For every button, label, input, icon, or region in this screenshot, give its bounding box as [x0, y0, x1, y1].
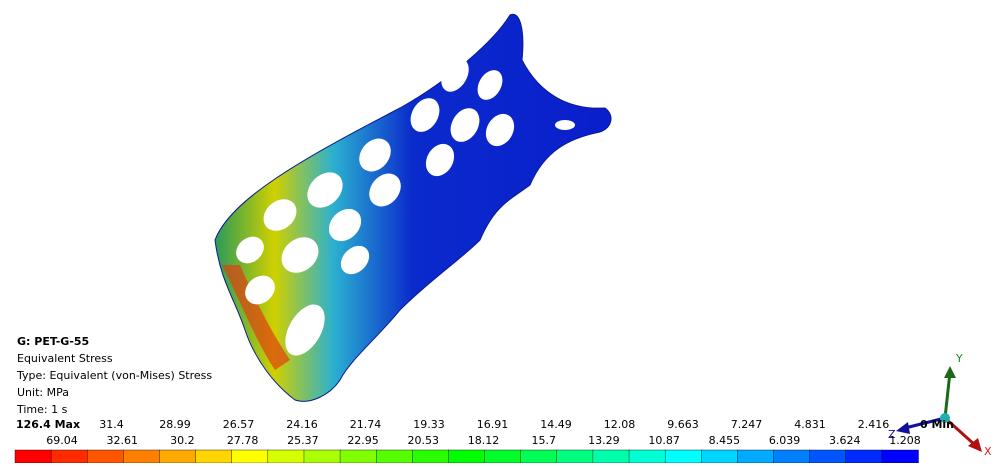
color-band — [87, 450, 124, 463]
color-band — [340, 450, 377, 463]
legend-label: 27.78 — [227, 434, 259, 447]
legend-label: 19.33 — [413, 418, 445, 431]
color-band — [557, 450, 594, 463]
color-band — [737, 450, 774, 463]
info-line: Time: 1 s — [16, 403, 68, 416]
legend-label: 2.416 — [858, 418, 890, 431]
legend-label: 13.29 — [588, 434, 620, 447]
axis-label: Y — [955, 352, 963, 365]
color-band — [412, 450, 449, 463]
color-band — [774, 450, 811, 463]
legend-label: 28.99 — [159, 418, 191, 431]
color-band — [701, 450, 738, 463]
axis-label: X — [984, 445, 992, 458]
color-band — [810, 450, 847, 463]
color-band — [159, 450, 196, 463]
legend-label: 18.12 — [468, 434, 500, 447]
legend-label: 14.49 — [540, 418, 572, 431]
legend-label: 126.4 Max — [16, 418, 80, 431]
color-band — [448, 450, 485, 463]
legend-label: 22.95 — [347, 434, 379, 447]
info-line: Unit: MPa — [17, 386, 69, 399]
color-band — [521, 450, 558, 463]
legend-label: 9.663 — [667, 418, 699, 431]
legend-label: 16.91 — [477, 418, 509, 431]
info-line: Equivalent Stress — [17, 352, 113, 365]
legend-label: 15.7 — [531, 434, 556, 447]
legend-label: 6.039 — [769, 434, 801, 447]
color-band — [376, 450, 413, 463]
legend-label: 30.2 — [170, 434, 195, 447]
color-band — [846, 450, 883, 463]
result-title: G: PET-G-55 — [17, 335, 89, 348]
legend-label: 20.53 — [408, 434, 440, 447]
color-band — [882, 450, 919, 463]
legend-label: 3.624 — [829, 434, 861, 447]
color-band — [15, 450, 52, 463]
color-band — [629, 450, 666, 463]
color-band — [268, 450, 305, 463]
legend-label: 69.04 — [46, 434, 78, 447]
legend-label: 26.57 — [223, 418, 255, 431]
color-band — [232, 450, 269, 463]
legend-label: 25.37 — [287, 434, 319, 447]
legend-label: 32.61 — [106, 434, 138, 447]
legend-label: 0 Min — [920, 418, 954, 431]
legend: 126.4 Max 31.4 28.99 26.57 24.16 21.74 19.33 16… — [15, 418, 954, 463]
info-line: Type: Equivalent (von-Mises) Stress — [16, 369, 212, 382]
legend-label: 31.4 — [99, 418, 124, 431]
color-band — [123, 450, 160, 463]
color-band — [665, 450, 702, 463]
legend-label: 4.831 — [794, 418, 826, 431]
color-band — [304, 450, 341, 463]
model — [215, 14, 611, 401]
legend-label: 1.208 — [889, 434, 921, 447]
legend-label: 8.455 — [709, 434, 741, 447]
color-band — [485, 450, 522, 463]
legend-label: 24.16 — [286, 418, 318, 431]
viewport: G: PET-G-55 Equivalent Stress Type: Equi… — [0, 0, 994, 463]
legend-label: 21.74 — [350, 418, 382, 431]
legend-label: 7.247 — [731, 418, 763, 431]
color-band — [51, 450, 88, 463]
legend-label: 10.87 — [648, 434, 680, 447]
info-block: G: PET-G-55 Equivalent Stress Type: Equi… — [16, 335, 212, 416]
color-band — [196, 450, 233, 463]
legend-label: 12.08 — [604, 418, 636, 431]
color-band — [593, 450, 630, 463]
